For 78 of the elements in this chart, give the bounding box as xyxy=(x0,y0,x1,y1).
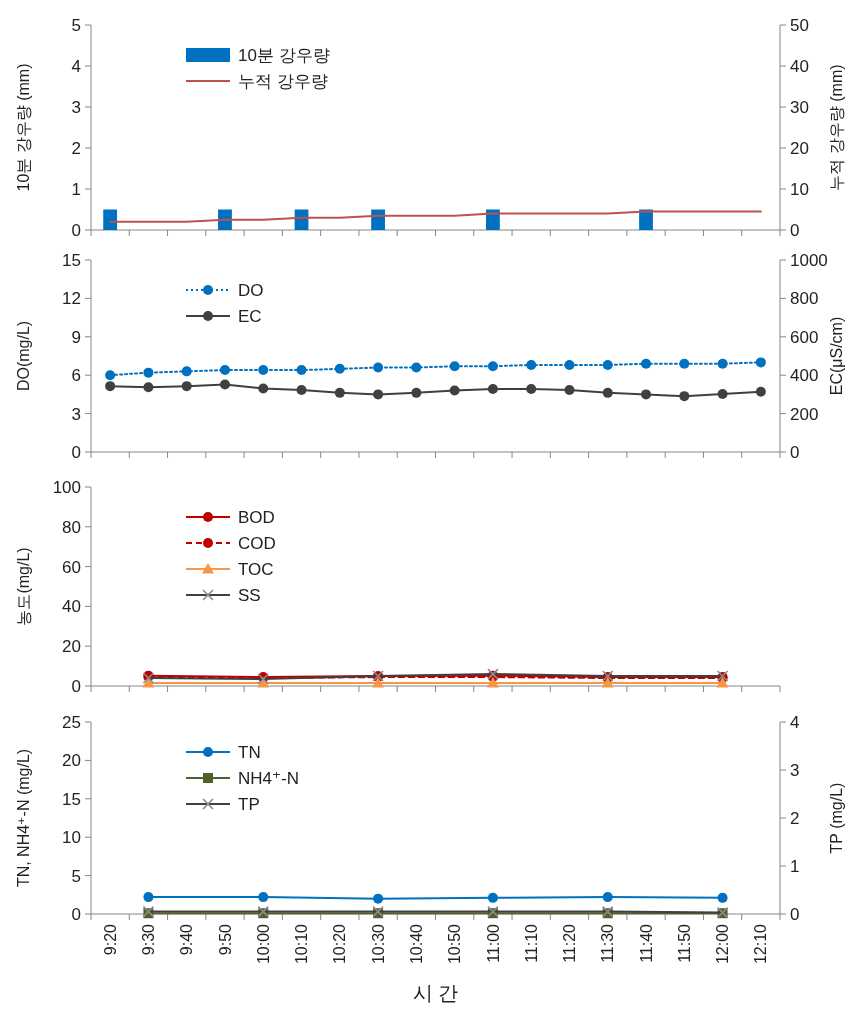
x-tick-label: 12:00 xyxy=(714,923,732,965)
y2-tick-label: 20 xyxy=(790,138,809,158)
legend-label: TOC xyxy=(238,559,274,579)
y-tick-label: 3 xyxy=(71,97,81,117)
y-tick-label: 4 xyxy=(71,56,81,76)
y-tick-label: 2 xyxy=(71,138,81,158)
x-tick-label: 9:40 xyxy=(178,923,196,956)
y2-tick-label: 40 xyxy=(790,56,809,76)
y-tick-label: 6 xyxy=(71,366,81,386)
y-tick-label: 40 xyxy=(62,597,81,617)
y2-tick-label: 800 xyxy=(790,289,819,309)
x-tick-label: 11:10 xyxy=(522,923,540,963)
x-tick-label: 11:00 xyxy=(484,923,502,963)
x-tick-label: 11:50 xyxy=(675,923,693,963)
y-tick-label: 0 xyxy=(71,676,81,696)
y2-tick-label: 0 xyxy=(790,904,800,924)
y-tick-label: 20 xyxy=(62,751,81,771)
y-tick-label: 80 xyxy=(62,517,81,537)
y2-tick-label: 10 xyxy=(790,179,809,199)
y-tick-label: 60 xyxy=(62,557,81,577)
x-tick-label: 12:10 xyxy=(752,923,770,965)
y-tick-label: 0 xyxy=(71,904,81,924)
y-tick-label: 25 xyxy=(62,712,81,732)
y2-tick-label: 0 xyxy=(790,442,800,462)
y2-tick-label: 30 xyxy=(790,97,809,117)
y-tick-label: 5 xyxy=(71,866,81,886)
y2-tick-label: 1 xyxy=(790,856,800,876)
y-tick-label: 20 xyxy=(62,637,81,657)
y2-tick-label: 3 xyxy=(790,760,800,780)
x-tick-label: 11:30 xyxy=(599,923,617,963)
y2-tick-label: 2 xyxy=(790,808,800,828)
y-tick-label: 3 xyxy=(71,404,81,424)
y2-tick-label: 200 xyxy=(790,404,819,424)
legend-label: EC xyxy=(238,306,262,326)
y-tick-label: 100 xyxy=(52,477,81,497)
legend-label: COD xyxy=(238,533,276,553)
y-tick-label: 1 xyxy=(71,179,81,199)
y-axis-title: 10분 강우량 (mm) xyxy=(15,63,32,192)
legend-label: BOD xyxy=(238,507,275,527)
y-axis-title: TN, NH4⁺-N (mg/L) xyxy=(15,748,32,888)
x-tick-label: 11:40 xyxy=(637,923,655,963)
x-tick-label: 11:20 xyxy=(561,923,579,963)
legend-label: 누적 강우량 xyxy=(238,71,328,91)
legend-label: TN xyxy=(238,742,261,762)
y2-tick-label: 4 xyxy=(790,712,800,732)
y-tick-label: 9 xyxy=(71,327,81,347)
y-axis-title: 농도(mg/L) xyxy=(15,547,32,626)
legend-label: NH4⁺-N xyxy=(238,768,299,788)
x-tick-label: 10:30 xyxy=(369,923,387,965)
y-tick-label: 12 xyxy=(62,289,81,309)
x-tick-label: 9:30 xyxy=(140,923,158,956)
y-tick-label: 10 xyxy=(62,828,81,848)
x-tick-label: 10:00 xyxy=(254,923,272,965)
legend-label: TP xyxy=(238,794,260,814)
y-tick-label: 0 xyxy=(71,442,81,462)
y2-tick-label: 600 xyxy=(790,327,819,347)
x-tick-label: 10:20 xyxy=(331,923,349,965)
y-tick-label: 5 xyxy=(71,15,81,35)
y-tick-label: 15 xyxy=(62,250,81,270)
x-tick-label: 10:40 xyxy=(407,923,425,965)
y-tick-label: 15 xyxy=(62,789,81,809)
x-tick-label: 9:50 xyxy=(216,923,234,956)
y2-axis-title: TP (mg/L) xyxy=(828,782,845,854)
y2-tick-label: 0 xyxy=(790,220,800,240)
y-axis-title: DO(mg/L) xyxy=(15,320,32,392)
y2-tick-label: 50 xyxy=(790,15,809,35)
x-tick-label: 9:20 xyxy=(101,923,119,956)
y2-tick-label: 1000 xyxy=(790,250,828,270)
x-axis-title: 시 간 xyxy=(412,982,459,1004)
x-tick-label: 10:10 xyxy=(293,923,311,965)
legend-label: SS xyxy=(238,585,261,605)
legend-label: 10분 강우량 xyxy=(238,45,330,65)
y2-tick-label: 400 xyxy=(790,366,819,386)
x-tick-label: 10:50 xyxy=(446,923,464,965)
y-tick-label: 0 xyxy=(71,220,81,240)
legend-label: DO xyxy=(238,280,264,300)
y2-axis-title: EC(μS/cm) xyxy=(828,316,845,396)
y2-axis-title: 누적 강우량 (mm) xyxy=(828,64,845,191)
